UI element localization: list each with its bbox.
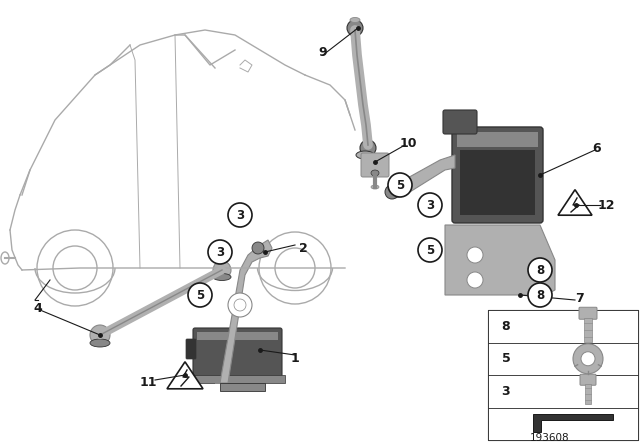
Text: 5: 5	[396, 178, 404, 191]
Text: 3: 3	[216, 246, 224, 258]
Circle shape	[528, 258, 552, 282]
Text: 8: 8	[536, 289, 544, 302]
Text: 8: 8	[502, 320, 510, 333]
FancyBboxPatch shape	[443, 110, 477, 134]
Text: 5: 5	[196, 289, 204, 302]
Circle shape	[347, 20, 363, 36]
Polygon shape	[215, 240, 272, 383]
Circle shape	[418, 238, 442, 262]
Polygon shape	[533, 414, 613, 432]
Text: 10: 10	[399, 137, 417, 150]
Ellipse shape	[371, 170, 379, 176]
FancyBboxPatch shape	[361, 153, 389, 177]
Text: 7: 7	[575, 292, 584, 305]
Circle shape	[228, 293, 252, 317]
Ellipse shape	[350, 17, 360, 22]
Text: 2: 2	[299, 241, 307, 254]
Circle shape	[528, 283, 552, 307]
Bar	[584, 318, 592, 342]
Ellipse shape	[90, 339, 110, 347]
FancyBboxPatch shape	[580, 374, 596, 385]
Bar	[488, 375, 638, 408]
Circle shape	[573, 344, 603, 374]
FancyBboxPatch shape	[452, 127, 543, 223]
Circle shape	[388, 173, 412, 197]
Bar	[460, 150, 535, 215]
Bar	[585, 384, 591, 404]
Circle shape	[228, 203, 252, 227]
Text: 11: 11	[140, 375, 157, 388]
Text: 193608: 193608	[530, 433, 570, 443]
Bar	[190, 375, 285, 383]
Text: 3: 3	[502, 385, 510, 398]
FancyBboxPatch shape	[186, 339, 196, 359]
Ellipse shape	[356, 151, 374, 159]
Bar	[488, 408, 638, 440]
Bar	[488, 343, 638, 375]
FancyBboxPatch shape	[193, 328, 282, 377]
Circle shape	[385, 185, 399, 199]
Circle shape	[213, 261, 231, 279]
Circle shape	[252, 242, 264, 254]
Bar	[488, 310, 638, 440]
Ellipse shape	[213, 273, 231, 280]
Bar	[488, 310, 638, 343]
Ellipse shape	[371, 185, 379, 189]
Circle shape	[188, 283, 212, 307]
Circle shape	[467, 272, 483, 288]
Circle shape	[467, 247, 483, 263]
Text: 9: 9	[319, 46, 327, 59]
Text: 6: 6	[593, 142, 602, 155]
Polygon shape	[445, 225, 555, 295]
Polygon shape	[220, 383, 265, 391]
FancyBboxPatch shape	[579, 307, 597, 319]
Polygon shape	[167, 362, 203, 389]
Bar	[457, 132, 538, 147]
Circle shape	[418, 193, 442, 217]
Text: 4: 4	[34, 302, 42, 314]
Polygon shape	[390, 155, 455, 198]
Text: 5: 5	[426, 244, 434, 257]
Text: 5: 5	[502, 352, 510, 365]
Polygon shape	[197, 332, 278, 340]
Text: 1: 1	[291, 352, 300, 365]
Text: 3: 3	[236, 208, 244, 221]
Circle shape	[208, 240, 232, 264]
Circle shape	[581, 352, 595, 366]
Circle shape	[90, 325, 110, 345]
Text: 8: 8	[536, 263, 544, 276]
Circle shape	[234, 299, 246, 311]
Circle shape	[360, 140, 376, 156]
Text: 12: 12	[597, 198, 615, 211]
Polygon shape	[558, 190, 592, 215]
Text: 3: 3	[426, 198, 434, 211]
